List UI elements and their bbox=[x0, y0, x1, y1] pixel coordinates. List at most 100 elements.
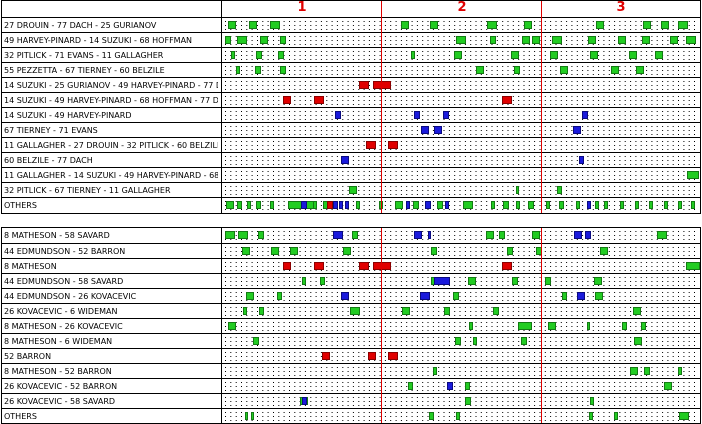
defense-pair-row: 44 EDMUNDSON - 26 KOVACEVIC bbox=[2, 288, 700, 303]
penalty-kill-shift-block bbox=[443, 111, 449, 119]
shift-block bbox=[430, 21, 438, 29]
shift-block bbox=[655, 51, 663, 59]
forward-line-row: 11 GALLAGHER - 14 SUZUKI - 49 HARVEY-PIN… bbox=[2, 167, 700, 182]
shift-block bbox=[473, 337, 477, 345]
forward-line-row: 14 SUZUKI - 49 HARVEY-PINARD bbox=[2, 107, 700, 122]
shift-block bbox=[503, 201, 509, 209]
shift-timeline bbox=[223, 379, 699, 393]
minute-dots bbox=[225, 277, 695, 286]
shift-timeline bbox=[223, 319, 699, 333]
period-divider-2 bbox=[541, 1, 542, 213]
shift-block bbox=[521, 337, 527, 345]
minute-dots bbox=[225, 337, 695, 346]
shift-block bbox=[499, 231, 505, 239]
defense-pair-row: 8 MATHESON - 26 KOVACEVIC bbox=[2, 318, 700, 333]
penalty-kill-shift-block bbox=[425, 201, 431, 209]
shift-block bbox=[413, 201, 419, 209]
shift-block bbox=[433, 367, 437, 375]
minute-dots bbox=[225, 96, 695, 105]
shift-timeline bbox=[223, 334, 699, 348]
powerplay-shift-block bbox=[359, 262, 369, 270]
shift-block bbox=[236, 66, 240, 74]
period-label-1: 1 bbox=[297, 0, 307, 15]
shift-block bbox=[548, 322, 556, 330]
shift-block bbox=[465, 397, 471, 405]
shift-block bbox=[320, 277, 325, 285]
powerplay-shift-block bbox=[366, 141, 376, 149]
shift-block bbox=[611, 66, 619, 74]
shift-block bbox=[255, 66, 261, 74]
shift-block bbox=[614, 412, 618, 420]
shift-timeline bbox=[223, 244, 699, 258]
shift-block bbox=[641, 322, 646, 330]
shift-block bbox=[486, 231, 494, 239]
period-label-2: 2 bbox=[457, 0, 467, 15]
minute-dots bbox=[225, 156, 695, 165]
shift-block bbox=[686, 262, 700, 270]
shift-block bbox=[271, 247, 279, 255]
minute-dots bbox=[225, 322, 695, 331]
shift-block bbox=[589, 412, 593, 420]
shift-block bbox=[643, 21, 651, 29]
shift-block bbox=[260, 36, 268, 44]
shift-block bbox=[454, 51, 462, 59]
line-label: 8 MATHESON - 26 KOVACEVIC bbox=[4, 322, 123, 331]
powerplay-shift-block bbox=[314, 96, 324, 104]
line-label: 8 MATHESON - 6 WIDEMAN bbox=[4, 337, 113, 346]
shift-block bbox=[270, 201, 274, 209]
defense-pairs-panel: 8 MATHESON - 58 SAVARD 44 EDMUNDSON - 52 … bbox=[1, 227, 701, 424]
line-label: 55 PEZZETTA - 67 TIERNEY - 60 BELZILE bbox=[4, 66, 165, 75]
shift-block bbox=[356, 201, 360, 209]
shift-block bbox=[465, 382, 470, 390]
shift-timeline bbox=[223, 78, 699, 92]
shift-block bbox=[664, 201, 668, 209]
shift-block bbox=[664, 382, 672, 390]
minute-dots bbox=[225, 412, 695, 421]
shift-timeline bbox=[223, 33, 699, 47]
penalty-kill-shift-block bbox=[301, 201, 307, 209]
shift-block bbox=[516, 186, 519, 194]
powerplay-shift-block bbox=[373, 262, 391, 270]
shift-timeline bbox=[223, 394, 699, 408]
shift-block bbox=[634, 337, 642, 345]
shift-block bbox=[661, 21, 669, 29]
shift-block bbox=[228, 21, 236, 29]
penalty-kill-shift-block bbox=[341, 156, 349, 164]
shift-timeline bbox=[223, 168, 699, 182]
powerplay-shift-block bbox=[283, 96, 291, 104]
minute-dots bbox=[225, 66, 695, 75]
penalty-kill-shift-block bbox=[577, 292, 585, 300]
powerplay-shift-block bbox=[359, 81, 369, 89]
shift-block bbox=[557, 186, 562, 194]
shift-block bbox=[453, 292, 459, 300]
shift-block bbox=[559, 201, 564, 209]
forward-line-row: 49 HARVEY-PINARD - 14 SUZUKI - 68 HOFFMA… bbox=[2, 32, 700, 47]
penalty-kill-shift-block bbox=[302, 397, 307, 405]
shift-timeline bbox=[223, 153, 699, 167]
shift-block bbox=[545, 277, 551, 285]
shift-block bbox=[231, 51, 235, 59]
minute-dots bbox=[225, 352, 695, 361]
shift-block bbox=[456, 412, 460, 420]
shift-timeline bbox=[223, 48, 699, 62]
shift-block bbox=[518, 322, 532, 330]
shift-block bbox=[576, 201, 580, 209]
shift-timeline bbox=[223, 304, 699, 318]
shift-block bbox=[512, 277, 518, 285]
shift-block bbox=[490, 36, 496, 44]
shift-block bbox=[642, 36, 650, 44]
minute-dots bbox=[225, 292, 695, 301]
shift-timeline bbox=[223, 289, 699, 303]
penalty-kill-shift-block bbox=[333, 231, 343, 239]
shift-block bbox=[587, 322, 590, 330]
powerplay-shift-block bbox=[388, 352, 398, 360]
shift-timeline bbox=[223, 198, 699, 212]
shift-block bbox=[456, 36, 466, 44]
shift-block bbox=[253, 337, 259, 345]
shift-timeline bbox=[223, 63, 699, 77]
shift-block bbox=[649, 201, 653, 209]
powerplay-shift-block bbox=[322, 352, 330, 360]
shift-block bbox=[258, 231, 264, 239]
penalty-kill-shift-block bbox=[421, 126, 429, 134]
shift-block bbox=[686, 36, 696, 44]
